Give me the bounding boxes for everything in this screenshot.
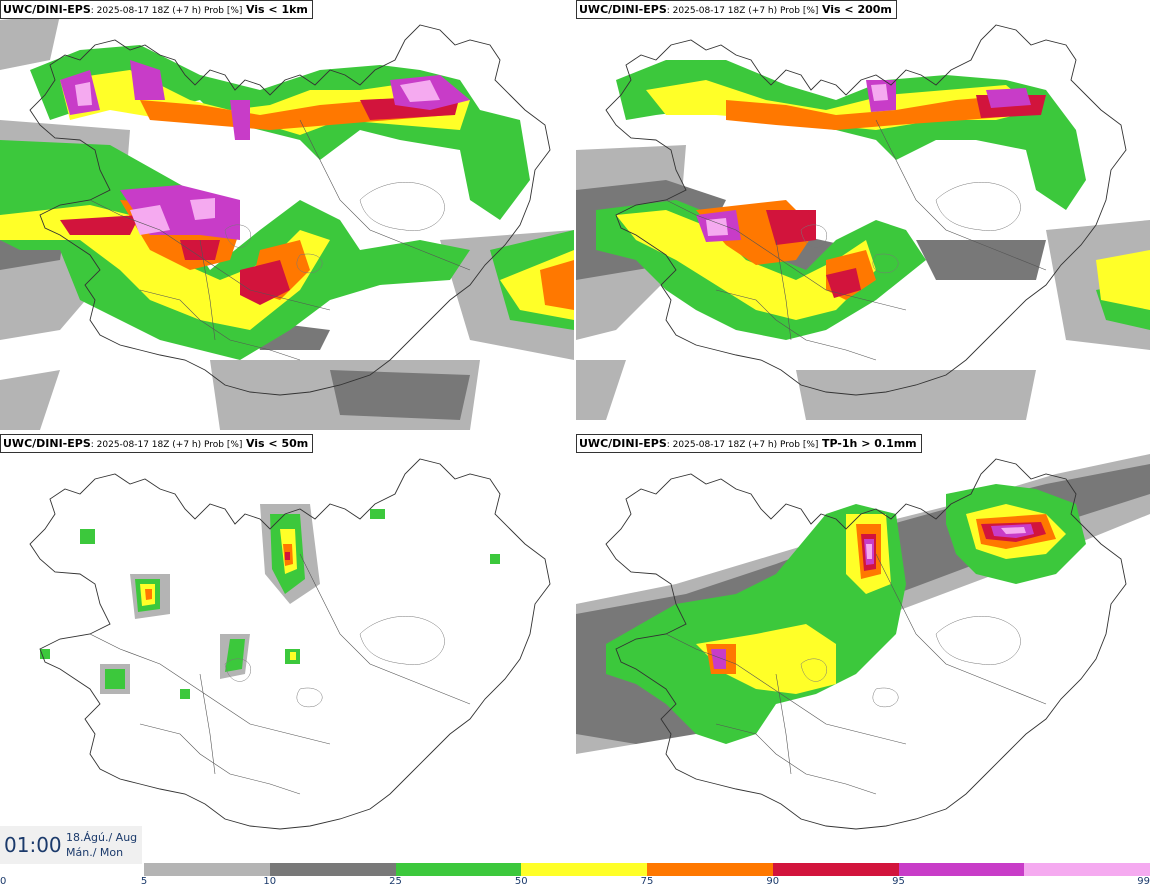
valid-time-box: 01:00 18.Ágú./ Aug Mán./ Mon	[0, 826, 142, 864]
colorbar-segment	[647, 863, 773, 876]
colorbar-segment	[269, 863, 396, 876]
colorbar-tick-label: 5	[140, 876, 148, 887]
panel-title: UWC/DINI-EPS: 2025-08-17 18Z (+7 h) Prob…	[576, 0, 897, 19]
colorbar-tick-label: 75	[640, 876, 654, 887]
colorbar-tick-label: 99	[1137, 876, 1150, 887]
colorbar-ticks: 0 5 10 25 50 75 90 95 99	[0, 876, 1150, 891]
colorbar-segment	[395, 863, 522, 876]
probability-map	[29, 458, 551, 830]
prob-shading	[576, 60, 1150, 420]
valid-date-line2: Mán./ Mon	[66, 846, 124, 859]
colorbar-tick-label: 25	[389, 876, 402, 887]
colorbar-tick-label: 95	[892, 876, 905, 887]
colorbar-segment	[1024, 863, 1150, 876]
probability-map	[576, 454, 1150, 830]
colorbar-tick-label: 0	[0, 876, 7, 887]
map-panel-tp-1h: UWC/DINI-EPS: 2025-08-17 18Z (+7 h) Prob…	[576, 434, 1150, 866]
colorbar	[144, 863, 1150, 876]
colorbar-segment	[898, 863, 1025, 876]
map-panel-vis-50m: UWC/DINI-EPS: 2025-08-17 18Z (+7 h) Prob…	[0, 434, 574, 866]
probability-map	[576, 24, 1150, 420]
colorbar-segment	[521, 863, 647, 876]
colorbar-segment	[772, 863, 899, 876]
colorbar-tick-label: 10	[263, 876, 277, 887]
valid-date-line1: 18.Ágú./ Aug	[66, 831, 138, 844]
map-panel-vis-200m: UWC/DINI-EPS: 2025-08-17 18Z (+7 h) Prob…	[576, 0, 1150, 432]
probability-map	[0, 15, 574, 430]
colorbar-tick-label: 50	[514, 876, 528, 887]
map-panel-vis-1km: UWC/DINI-EPS: 2025-08-17 18Z (+7 h) Prob…	[0, 0, 574, 432]
panel-title: UWC/DINI-EPS: 2025-08-17 18Z (+7 h) Prob…	[576, 434, 922, 453]
colorbar-tick-label: 90	[766, 876, 780, 887]
prob-shading	[576, 454, 1150, 754]
prob-shading	[0, 15, 574, 430]
panel-title: UWC/DINI-EPS: 2025-08-17 18Z (+7 h) Prob…	[0, 434, 314, 453]
panel-title: UWC/DINI-EPS: 2025-08-17 18Z (+7 h) Prob…	[0, 0, 313, 19]
valid-time: 01:00	[4, 833, 62, 857]
colorbar-segment	[144, 863, 270, 876]
prob-shading	[40, 504, 500, 699]
